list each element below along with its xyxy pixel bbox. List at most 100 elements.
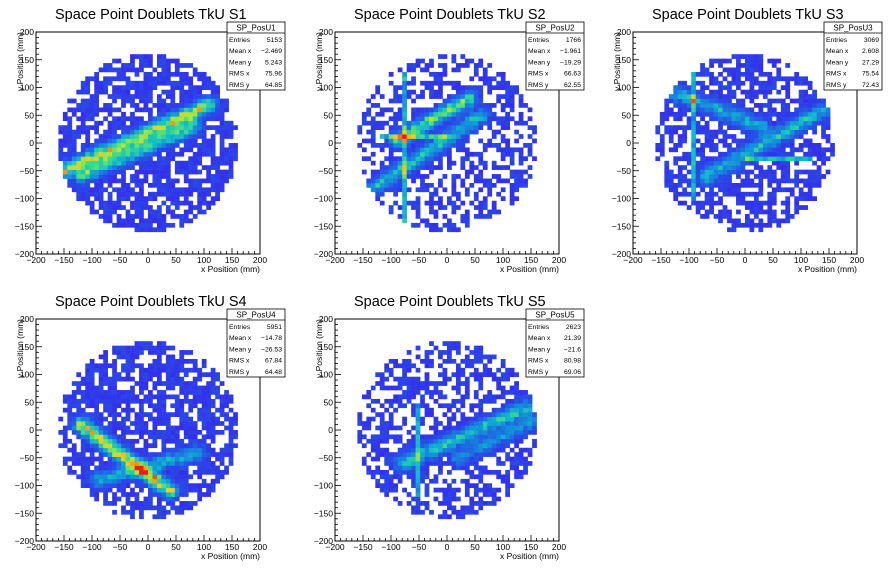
- heatmap-cell: [758, 200, 764, 206]
- heatmap-cell: [161, 447, 167, 453]
- heatmap-cell: [375, 469, 381, 475]
- heatmap-cell: [103, 407, 108, 413]
- heatmap-cell: [402, 169, 407, 175]
- heatmap-cell: [183, 138, 189, 144]
- heatmap-cell: [469, 129, 475, 135]
- heatmap-cell: [143, 452, 149, 457]
- heatmap-cell: [722, 156, 728, 162]
- heatmap-cell: [691, 107, 697, 113]
- heatmap-cell: [206, 412, 212, 417]
- heatmap-cell: [125, 354, 131, 360]
- heatmap-cell: [67, 116, 73, 122]
- heatmap-cell: [677, 138, 683, 144]
- heatmap-cell: [152, 505, 158, 511]
- heatmap-cell: [406, 398, 412, 404]
- heatmap-cell: [429, 63, 434, 68]
- heatmap-cell: [411, 456, 416, 462]
- heatmap-cell: [473, 165, 479, 170]
- heatmap-cell: [816, 174, 822, 179]
- heatmap-cell: [451, 403, 457, 409]
- heatmap-cell: [148, 116, 153, 122]
- heatmap-cell: [179, 111, 185, 117]
- heatmap-cell: [210, 430, 216, 435]
- heatmap-cell: [482, 394, 488, 400]
- heatmap-cell: [682, 178, 688, 184]
- heatmap-cell: [148, 94, 153, 99]
- heatmap-cell: [523, 456, 528, 462]
- heatmap-cell: [469, 200, 475, 206]
- heatmap-cell: [776, 67, 782, 73]
- heatmap-cell: [67, 107, 73, 113]
- heatmap-cell: [388, 385, 394, 391]
- heatmap-cell: [116, 438, 122, 444]
- heatmap-cell: [224, 147, 229, 153]
- heatmap-cell: [803, 156, 809, 162]
- heatmap-cell: [429, 425, 434, 431]
- heatmap-cell: [143, 151, 149, 157]
- heatmap-cell: [94, 474, 100, 480]
- heatmap-cell: [215, 187, 220, 193]
- heatmap-cell: [85, 129, 91, 135]
- heatmap-cell: [183, 107, 189, 113]
- heatmap-cell: [130, 407, 135, 413]
- heatmap-cell: [509, 456, 515, 462]
- heatmap-cell: [451, 425, 457, 431]
- heatmap-cell: [103, 116, 108, 122]
- heatmap-cell: [812, 129, 817, 135]
- heatmap-cell: [709, 98, 714, 104]
- heatmap-cell: [156, 372, 162, 378]
- heatmap-cell: [201, 363, 207, 369]
- heatmap-cell: [447, 98, 452, 104]
- heatmap-cell: [121, 421, 126, 426]
- heatmap-cell: [112, 443, 117, 449]
- heatmap-cell: [429, 151, 434, 157]
- heatmap-cell: [215, 452, 220, 457]
- heatmap-cell: [420, 456, 425, 462]
- heatmap-cell: [152, 143, 158, 148]
- heatmap-cell: [482, 416, 488, 422]
- heatmap-cell: [451, 398, 457, 404]
- heatmap-cell: [402, 191, 407, 197]
- heatmap-cell: [188, 350, 194, 355]
- heatmap-cell: [709, 111, 714, 117]
- heatmap-cell: [424, 116, 430, 122]
- heatmap-cell: [121, 138, 126, 144]
- heatmap-cell: [713, 111, 719, 117]
- heatmap-cell: [731, 156, 737, 162]
- heatmap-cell: [668, 174, 674, 179]
- heatmap-cell: [174, 85, 180, 91]
- heatmap-cell: [215, 407, 220, 413]
- heatmap-cell: [89, 191, 95, 197]
- heatmap-cell: [664, 98, 670, 104]
- heatmap-cell: [420, 443, 425, 449]
- stats-row-value: 72.43: [862, 82, 879, 89]
- heatmap-cell: [397, 501, 403, 506]
- heatmap-cell: [500, 76, 506, 82]
- heatmap-cell: [188, 129, 194, 135]
- heatmap-cell: [438, 120, 443, 126]
- heatmap-cell: [206, 116, 212, 122]
- heatmap-cell: [125, 474, 131, 480]
- heatmap-cell: [518, 169, 524, 175]
- heatmap-cell: [219, 447, 225, 453]
- heatmap-cell: [197, 456, 203, 462]
- heatmap-cell: [700, 116, 705, 122]
- heatmap-cell: [789, 111, 795, 117]
- heatmap-cell: [80, 407, 86, 413]
- heatmap-cell: [762, 111, 768, 117]
- heatmap-cell: [170, 156, 176, 162]
- heatmap-cell: [478, 205, 484, 210]
- heatmap-cell: [753, 156, 759, 162]
- heatmap-cell: [94, 196, 100, 202]
- heatmap-cell: [464, 85, 470, 91]
- heatmap-cell: [514, 434, 519, 440]
- heatmap-cell: [89, 367, 95, 373]
- heatmap-cell: [749, 178, 755, 184]
- heatmap-cell: [170, 214, 176, 219]
- heatmap-cell: [451, 187, 457, 193]
- heatmap-cell: [785, 80, 791, 86]
- heatmap-cell: [156, 63, 162, 68]
- heatmap-cell: [424, 492, 430, 497]
- heatmap-cell: [762, 169, 768, 175]
- heatmap-cell: [125, 390, 131, 395]
